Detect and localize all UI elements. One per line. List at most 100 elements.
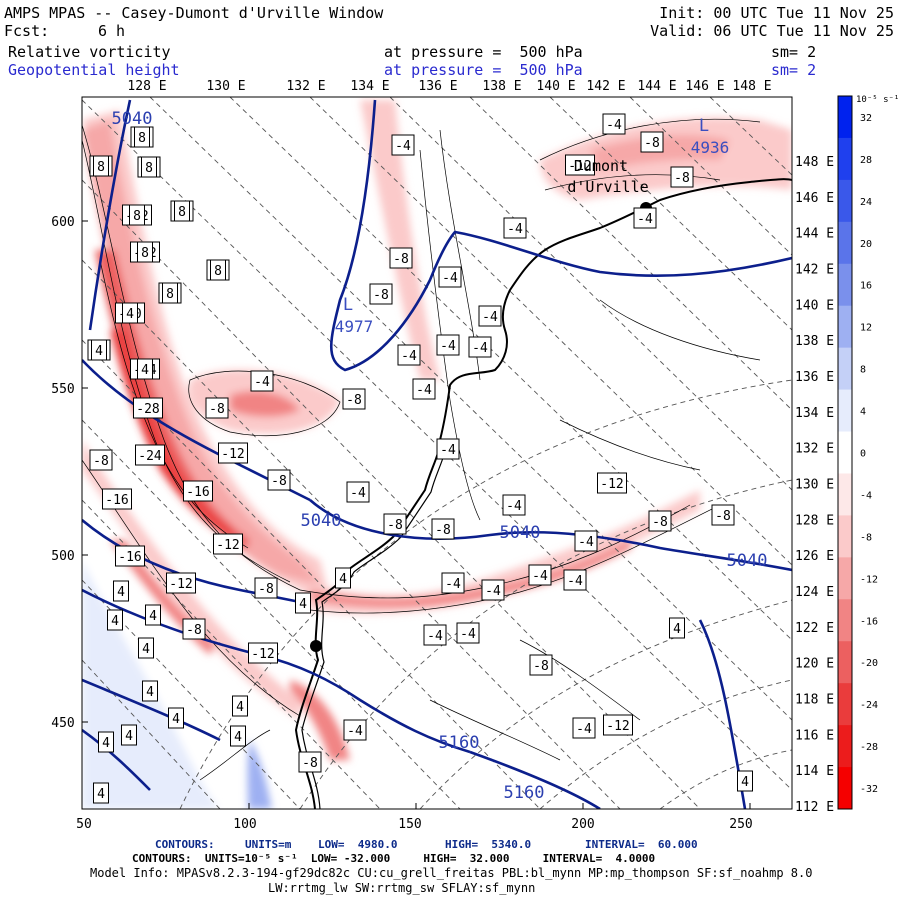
vorticity-label: -16 [102, 488, 132, 510]
vorticity-label-text: -8 [186, 623, 202, 638]
vorticity-label: -4 [343, 719, 367, 741]
vorticity-label: -4 [602, 113, 626, 135]
vorticity-label-box [93, 782, 109, 804]
vorticity-label-box [93, 155, 109, 177]
height-contour-label: 5040 [500, 523, 541, 543]
station-casey [310, 640, 322, 652]
colorbar-swatch [838, 305, 852, 349]
vorticity-label-box [648, 510, 672, 532]
colorbar-swatch [838, 641, 852, 684]
colorbar-tick-label: -4 [860, 490, 872, 501]
y-tick-label: 450 [51, 716, 74, 731]
right-longitude-label: 130 E [795, 478, 834, 493]
top-longitude-label: 130 E [206, 79, 245, 94]
low-center-value: 4977 [335, 317, 374, 336]
colorbar-swatch [838, 347, 852, 391]
chart-title: AMPS MPAS -- Casey-Dumont d'Urville Wind… [4, 4, 384, 22]
vorticity-label: -16 [115, 545, 145, 567]
y-tick-label: 500 [51, 549, 74, 564]
coastline [294, 178, 792, 809]
vorticity-label-text: -4 [472, 341, 488, 356]
vorticity-label: 4 [737, 770, 753, 792]
top-longitude-label: 144 E [637, 79, 676, 94]
vorticity-label: 4 [295, 592, 311, 614]
vorticity-label: -4 [456, 622, 480, 644]
vorticity-label: -8 [670, 166, 694, 188]
vorticity-label-box [335, 567, 351, 589]
vorticity-label-text: -4 [347, 724, 363, 739]
vorticity-label-box [670, 166, 694, 188]
vorticity-label-box [431, 518, 455, 540]
vorticity-label-box [602, 113, 626, 135]
vorticity-label: -8 [267, 469, 291, 491]
vorticity-label-box [102, 488, 132, 510]
vorticity-label: -4 [572, 717, 596, 739]
right-longitude-label: 134 E [795, 406, 834, 421]
footer-height-low: LOW= 4980.0 [318, 838, 398, 851]
right-longitude-label: 122 E [795, 621, 834, 636]
x-axis-tick-labels: 50 100 150 200 250 [76, 817, 753, 832]
vorticity-label: -8 [89, 449, 113, 471]
right-longitude-label: 136 E [795, 370, 834, 385]
field1-smoothing: sm= 2 [771, 43, 817, 61]
station-labels: Dumont d'Urville [567, 157, 648, 196]
vorticity-label-box [438, 266, 462, 288]
colorbar-tick-label: -16 [860, 616, 878, 627]
vorticity-label-text: -16 [118, 550, 141, 565]
vorticity-labels: -4-8-8-12-4-12-4-8-20-8-24-28-24-16-8-16… [87, 113, 753, 804]
vorticity-label-box [166, 572, 196, 594]
vorticity-label-box [133, 397, 163, 419]
right-longitude-label: 146 E [795, 191, 834, 206]
vorticity-label-text: -4 [445, 577, 461, 592]
colorbar-tick-label: 24 [860, 197, 872, 208]
vorticity-label-text: -4 [401, 349, 417, 364]
top-longitude-labels: 128 E 130 E 132 E 134 E 136 E 138 E 140 E 142 E… [127, 79, 771, 94]
vorticity-label-text: -12 [216, 538, 239, 553]
vorticity-label-box [210, 259, 226, 281]
vorticity-label-box [134, 126, 150, 148]
vorticity-label: 8 [210, 259, 226, 281]
vorticity-label-box [129, 204, 145, 226]
vorticity-label: -16 [183, 480, 213, 502]
vorticity-label-box [436, 438, 460, 460]
vorticity-label-box [162, 282, 178, 304]
vorticity-label-box [572, 717, 596, 739]
vorticity-label: -8 [298, 751, 322, 773]
height-contour-label: 5040 [112, 109, 153, 129]
vorticity-label-text: 4 [236, 700, 244, 715]
vorticity-label-box [389, 247, 413, 269]
footer-vorticity-contours: CONTOURS: UNITS=10⁻⁵ s⁻¹ LOW= -32.000 HI… [132, 852, 656, 865]
vorticity-label-box [232, 695, 248, 717]
vorticity-label-text: 8 [138, 131, 146, 146]
vorticity-label: -12 [213, 533, 243, 555]
colorbar-tick-label: 28 [860, 155, 872, 166]
vorticity-label-box [141, 156, 157, 178]
vorticity-label: -24 [135, 444, 165, 466]
vorticity-label-text: -4 [567, 574, 583, 589]
vorticity-label: -12 [248, 642, 278, 664]
vorticity-label: -4 [436, 438, 460, 460]
vorticity-label-box [135, 444, 165, 466]
vorticity-label-text: -28 [136, 402, 159, 417]
vorticity-label-text: -4 [606, 118, 622, 133]
vorticity-label-box [138, 637, 154, 659]
colorbar-tick-label: -12 [860, 574, 878, 585]
height-contour-label: 5040 [727, 551, 768, 571]
vorticity-label-box [142, 680, 158, 702]
vorticity-label-box [383, 513, 407, 535]
map-frame [81, 96, 793, 810]
vorticity-label: 4 [168, 707, 184, 729]
right-longitude-label: 142 E [795, 263, 834, 278]
vorticity-label: -12 [166, 572, 196, 594]
vorticity-label: -8 [640, 131, 664, 153]
vorticity-label-text: -4 [416, 383, 432, 398]
vorticity-label-box [137, 241, 153, 263]
vorticity-label: 4 [335, 567, 351, 589]
vorticity-label-box [248, 642, 278, 664]
vorticity-label: -8 [711, 504, 735, 526]
vorticity-label-box [597, 472, 627, 494]
vorticity-label-box [529, 654, 553, 676]
vorticity-label-box [183, 480, 213, 502]
vorticity-label-text: -12 [221, 447, 244, 462]
vorticity-label: -4 [412, 378, 436, 400]
